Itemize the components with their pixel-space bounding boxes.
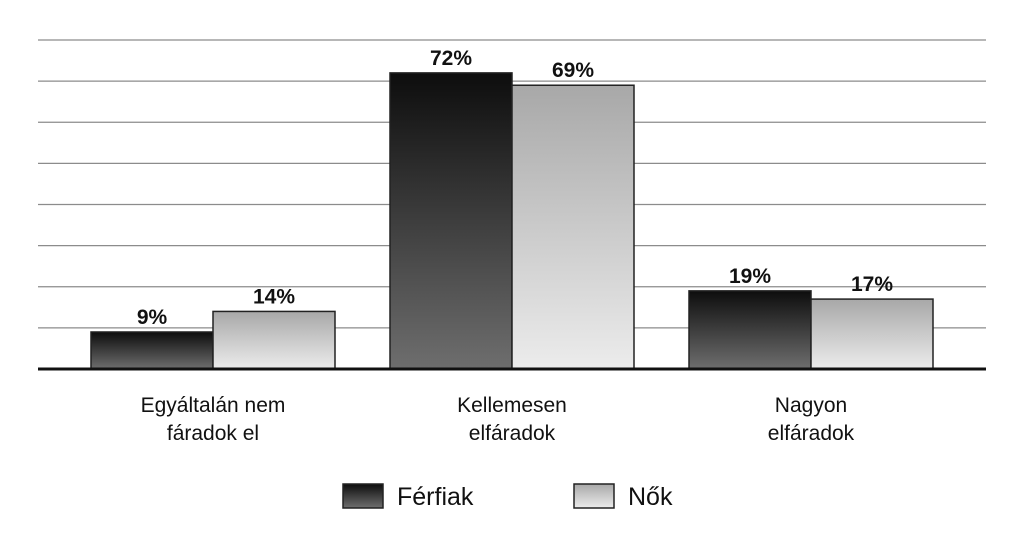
category-label: elfáradok [469,422,556,445]
bar-nok-1 [511,84,635,370]
legend-label: Férfiak [397,483,474,511]
bar-ferfiak-1 [389,72,513,370]
value-label: 17% [851,273,893,296]
bars [90,72,934,370]
category-labels: Egyáltalán nem fáradok el Kellemesen elfára… [141,394,855,445]
value-labels: 9% 14% 72% 69% 19% 17% [137,47,894,329]
value-label: 9% [137,306,168,329]
bar-nok-2 [810,298,934,370]
category-label: elfáradok [768,422,855,445]
value-label: 69% [552,59,594,82]
legend-swatch [342,483,384,509]
legend-label: Nők [628,483,673,511]
bar-ferfiak-0 [90,331,214,370]
category-label: Kellemesen [457,394,567,417]
value-label: 14% [253,285,295,308]
category-label: fáradok el [167,422,259,445]
value-label: 19% [729,265,771,288]
category-label: Nagyon [775,394,847,417]
value-label: 72% [430,47,472,70]
legend-swatch [573,483,615,509]
category-label: Egyáltalán nem [141,394,286,417]
bar-nok-0 [212,310,336,370]
bar-ferfiak-2 [688,290,812,370]
legend: Férfiak Nők [342,483,673,511]
